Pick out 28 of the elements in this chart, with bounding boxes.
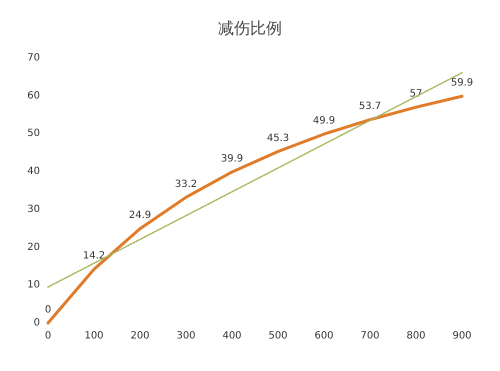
y-tick-label: 70: [27, 52, 40, 64]
x-tick-label: 900: [452, 330, 472, 342]
y-tick-label: 60: [27, 90, 40, 102]
y-tick-label: 50: [27, 128, 40, 140]
x-tick-label: 300: [176, 330, 196, 342]
x-tick-label: 500: [268, 330, 288, 342]
y-tick-label: 20: [27, 242, 40, 253]
chart-title: 减伤比例: [218, 20, 282, 38]
y-tick-label: 40: [27, 166, 40, 178]
x-tick-label: 600: [314, 330, 334, 342]
data-label: 39.9: [220, 153, 244, 164]
x-tick-label: 100: [84, 330, 104, 342]
data-label: 24.9: [128, 210, 152, 222]
y-tick-label: 0: [34, 318, 40, 328]
x-tick-label: 800: [406, 330, 426, 342]
data-label: 53.7: [358, 101, 382, 112]
y-tick-label: 10: [27, 280, 40, 291]
x-tick-label: 200: [130, 330, 150, 342]
data-label: 59.9: [450, 78, 474, 89]
x-tick-label: 400: [222, 330, 242, 342]
data-label: 33.2: [174, 178, 198, 190]
data-label: 45.3: [266, 133, 290, 144]
x-tick-label: 700: [360, 330, 380, 342]
data-label: 0: [44, 304, 52, 316]
y-tick-label: 30: [27, 204, 40, 215]
x-tick-label: 0: [44, 330, 52, 342]
data-label: 49.9: [312, 116, 336, 127]
data-label: 14.2: [82, 250, 106, 262]
